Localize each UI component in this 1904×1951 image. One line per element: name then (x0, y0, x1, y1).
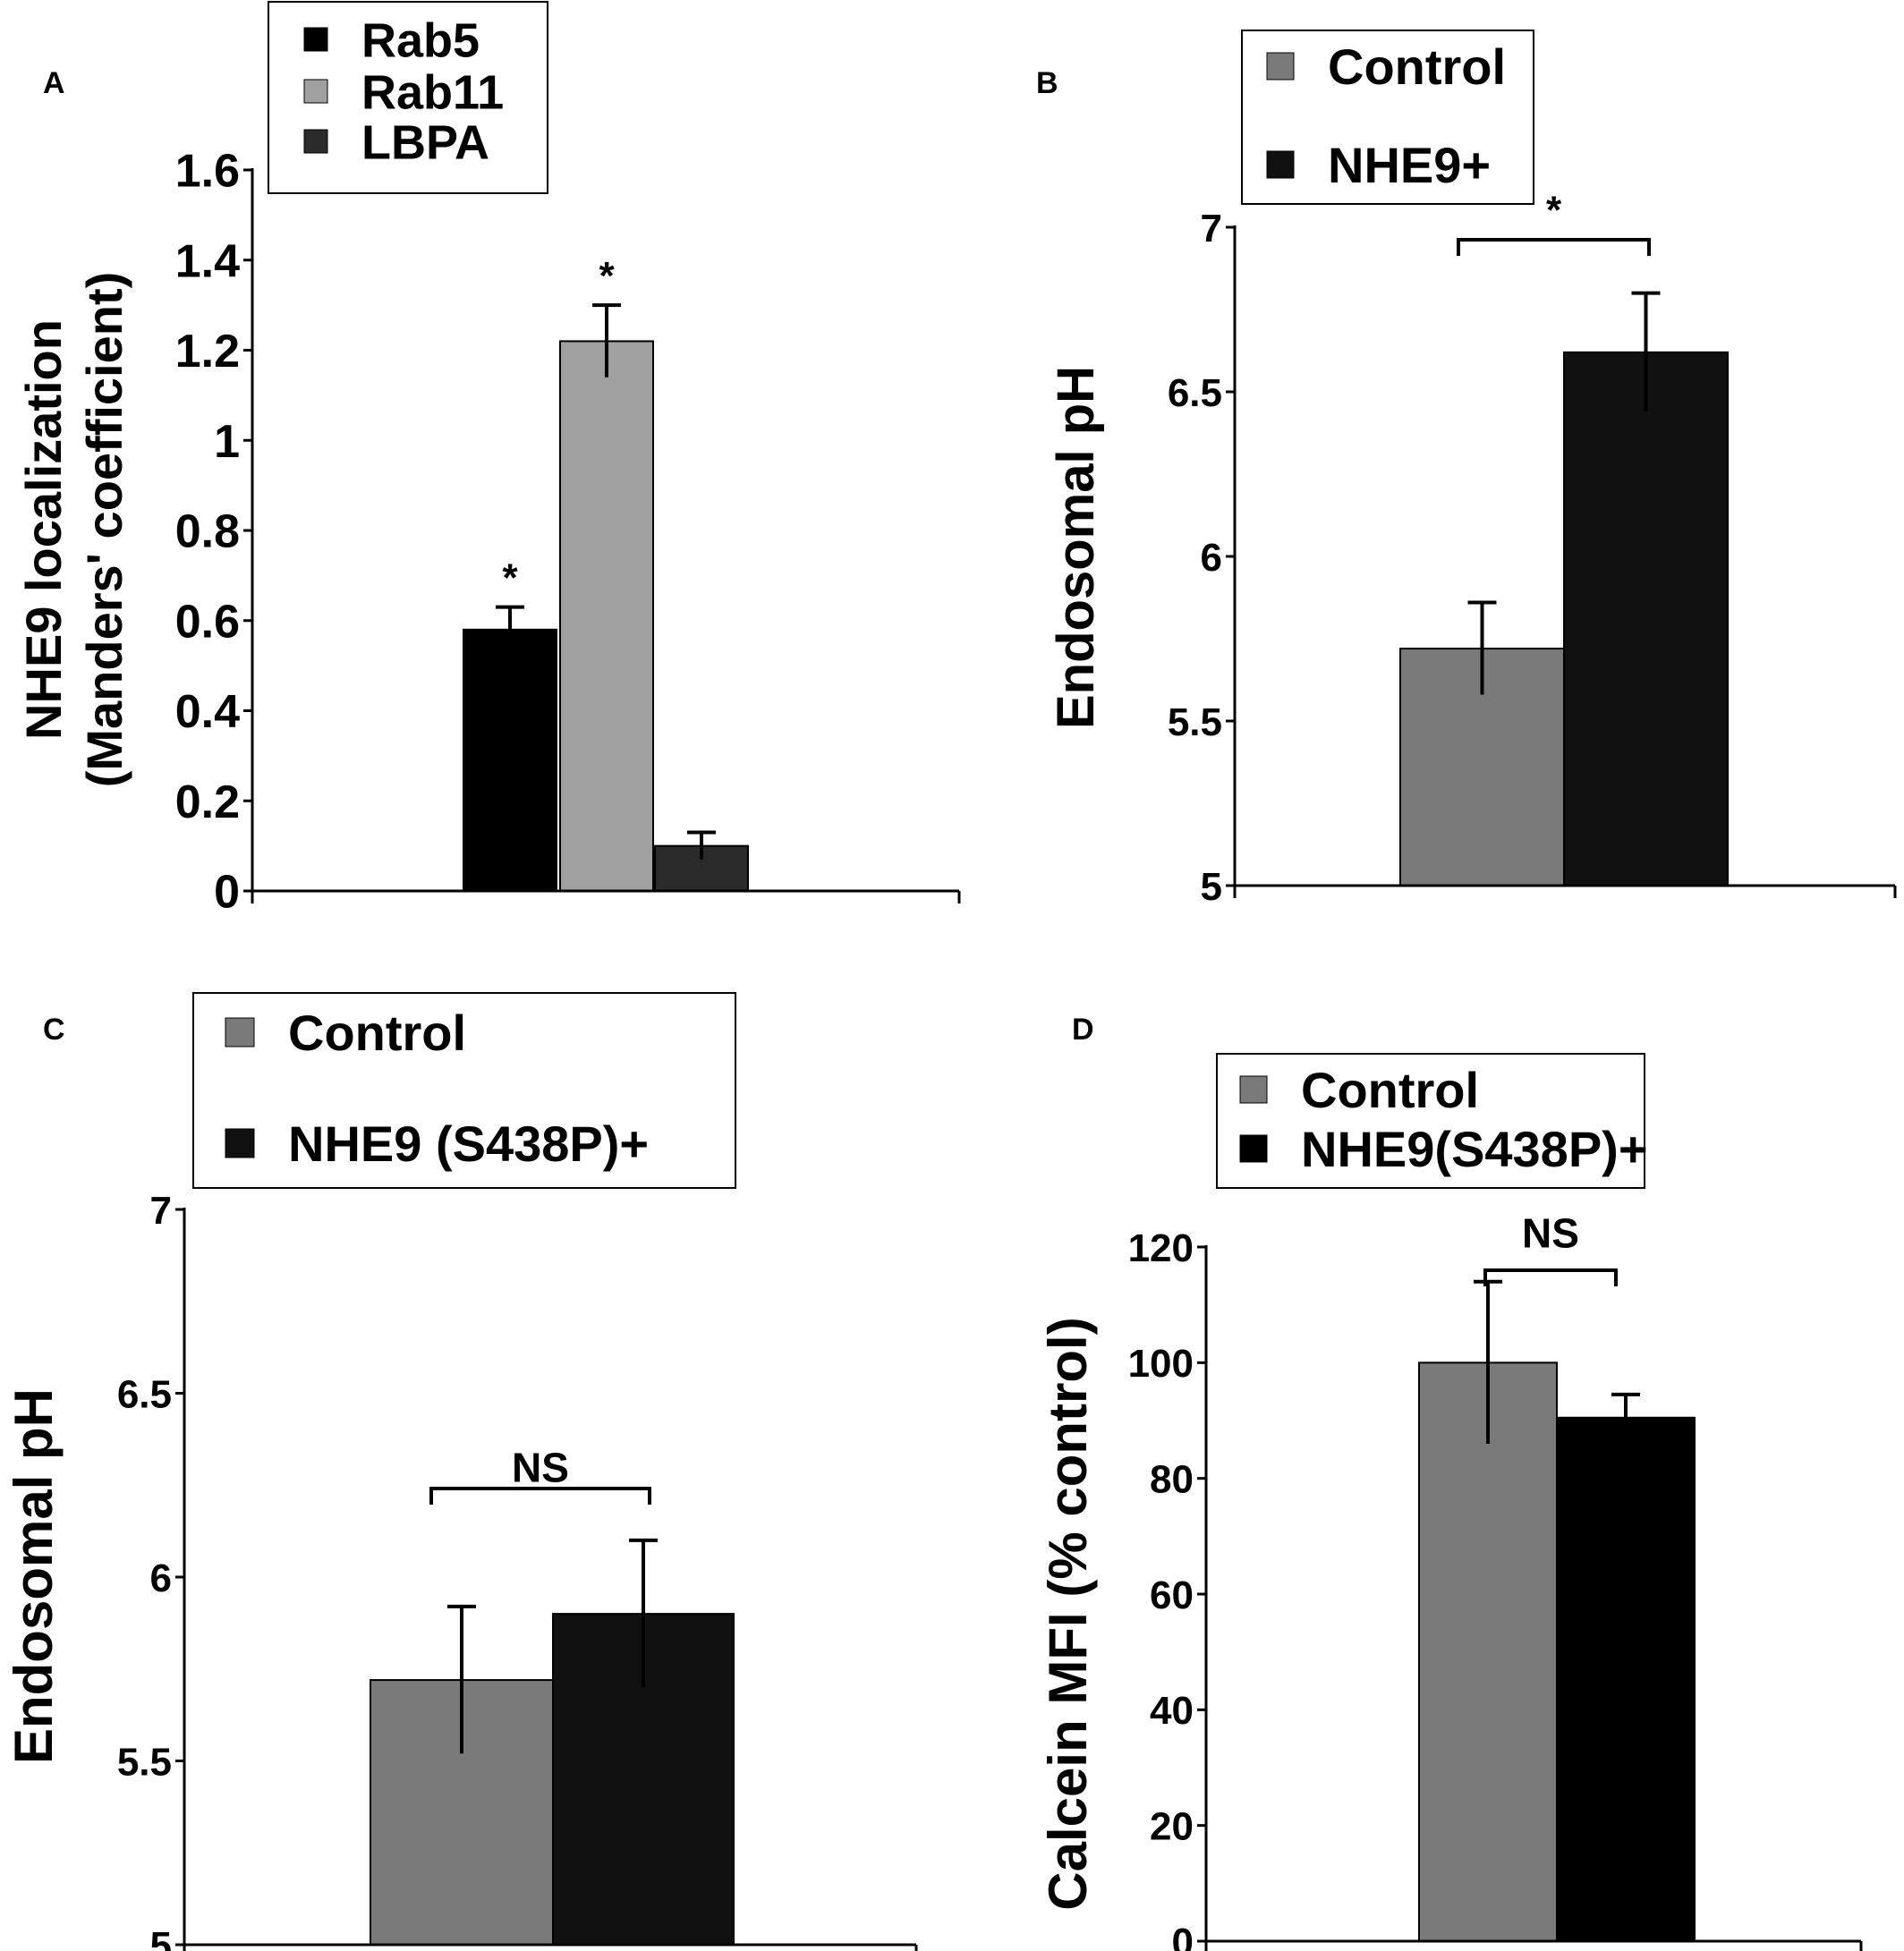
bar-rab5 (463, 628, 557, 892)
panel-d: 0 20 40 60 80 100 120 Calcein MFI (% control) Co… (1038, 1053, 1863, 1951)
legend-label: LBPA (361, 115, 489, 169)
legend-swatch (303, 27, 328, 52)
y-tick-label: 6 (150, 1557, 172, 1600)
legend-swatch (225, 1128, 255, 1158)
comparison-bracket (429, 1487, 651, 1505)
panel-a: * * 0 0.2 0.4 0.6 0.8 1 1.2 1.4 1.6 NHE9 localizati… (15, 1, 961, 919)
y-tick-label: 0.2 (175, 776, 240, 828)
panel-label-c: C (43, 1013, 65, 1047)
y-tick-label: 6 (1201, 536, 1222, 580)
y-tick-label: 6.5 (1168, 371, 1222, 415)
panel-label-b: B (1036, 66, 1058, 100)
legend-label: Control (288, 1005, 466, 1061)
y-axis-label: Endosomal pH (1047, 366, 1105, 729)
y-tick-label: 7 (1201, 207, 1222, 250)
bar-nhe9- (1563, 351, 1729, 886)
y-tick-label: 20 (1150, 1805, 1194, 1849)
y-tick-label: 0 (214, 867, 240, 919)
y-tick-label: 60 (1150, 1574, 1194, 1617)
y-tick-label: 40 (1150, 1689, 1194, 1733)
legend-label: NHE9 (S438P)+ (288, 1115, 649, 1172)
y-tick-label: 5.5 (117, 1740, 172, 1784)
y-tick-label: 100 (1128, 1342, 1194, 1386)
comparison-label: NS (512, 1444, 569, 1490)
y-tick-label: 0.8 (175, 506, 240, 558)
legend-swatch (225, 1017, 255, 1048)
comparison-label: NS (1522, 1209, 1579, 1256)
y-axis-label: (Manders' coefficient) (76, 272, 132, 788)
y-tick-label: 7 (150, 1189, 172, 1233)
panel-c: 5 5.5 6 6.5 7 Endosomal pH Control NHE9 (S438P)… (4, 992, 918, 1951)
legend-label: Control (1328, 38, 1506, 95)
y-tick-label: 1.2 (175, 326, 240, 377)
y-tick-label: 5 (1201, 865, 1222, 909)
legend: Control NHE9+ (1241, 30, 1534, 205)
legend-label: Rab11 (361, 65, 504, 119)
panel-b: 5 5.5 6 6.5 7 Endosomal pH Control NHE9+ * (1047, 30, 1897, 909)
legend-label: NHE9(S438P)+ (1301, 1121, 1648, 1177)
panel-label-a: A (43, 66, 65, 100)
y-tick-label: 6.5 (117, 1372, 172, 1416)
y-axis-label: Endosomal pH (4, 1388, 64, 1764)
legend-label: Control (1301, 1062, 1479, 1118)
legend-label: Rab5 (361, 13, 480, 67)
legend-swatch (1266, 150, 1295, 179)
legend: Control NHE9 (S438P)+ (192, 992, 736, 1189)
comparison-label: * (1546, 189, 1562, 233)
bar-nhe9-s438p- (1556, 1416, 1696, 1943)
y-tick-label: 1 (214, 416, 240, 468)
y-tick-label: 0.4 (175, 686, 240, 738)
legend-swatch (1239, 1075, 1268, 1104)
y-tick-label: 5 (150, 1924, 172, 1951)
bar-control (1418, 1361, 1558, 1943)
y-tick-label: 120 (1128, 1226, 1194, 1270)
y-tick-label: 0 (1172, 1921, 1194, 1951)
y-tick-label: 0.6 (175, 596, 240, 648)
legend-box (192, 992, 736, 1189)
legend-swatch (303, 129, 328, 154)
significance-marker: * (599, 254, 615, 298)
y-tick-label: 5.5 (1168, 700, 1222, 744)
panel-label-d: D (1072, 1013, 1094, 1047)
legend-swatch (1239, 1134, 1268, 1163)
legend-swatch (1266, 52, 1295, 81)
comparison-bracket (1483, 1268, 1618, 1286)
y-tick-label: 1.6 (175, 146, 240, 198)
legend-label: NHE9+ (1328, 137, 1491, 193)
legend-swatch (303, 79, 328, 104)
y-axis-label: NHE9 localization (15, 319, 72, 740)
bar-rab11 (559, 340, 654, 892)
y-tick-label: 1.4 (175, 235, 240, 287)
comparison-bracket (1457, 238, 1651, 256)
y-tick-label: 80 (1150, 1458, 1194, 1502)
significance-marker: * (502, 556, 518, 600)
legend-box (1216, 1053, 1645, 1189)
y-axis-label: Calcein MFI (% control) (1038, 1317, 1098, 1910)
